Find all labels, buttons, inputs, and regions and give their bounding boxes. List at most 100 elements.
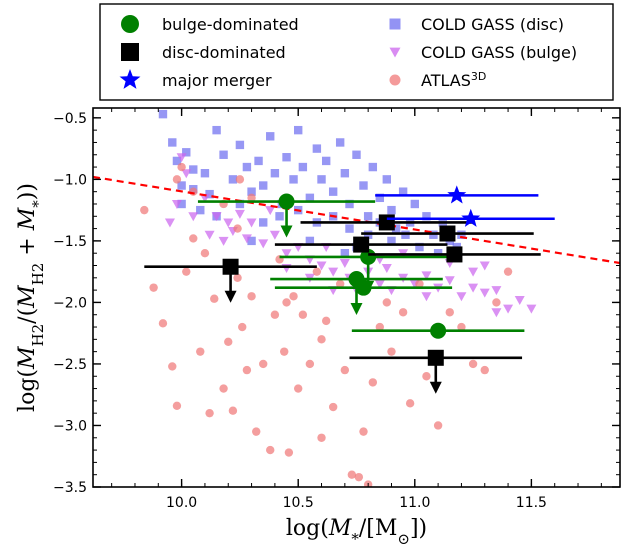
y-tick-label: −3.0 [53, 418, 87, 434]
data-point [298, 162, 308, 172]
legend-label: major merger [162, 71, 272, 90]
data-point [282, 298, 291, 307]
data-point [422, 372, 431, 381]
upper-limit-arrow-head [429, 381, 442, 394]
axes: 10.0 10.5 11.0 11.5 −0.5 −1.0 −1.5 −2.0 −2.5 −3.0… [15, 107, 621, 548]
data-point [164, 218, 175, 228]
data-point [368, 162, 378, 172]
data-point [235, 175, 245, 184]
data-point [188, 212, 199, 222]
legend-marker [389, 18, 401, 30]
series-3 [197, 193, 525, 339]
data-point [158, 109, 168, 119]
data-point [247, 187, 256, 196]
data-point [352, 150, 361, 159]
data-point [196, 205, 205, 215]
data-point [375, 322, 385, 332]
legend-item: disc-dominated [121, 43, 286, 62]
data-point [168, 138, 177, 147]
data-point [199, 193, 210, 203]
series-1 [164, 153, 537, 318]
series-5 [375, 185, 555, 227]
legend-item: bulge-dominated [121, 15, 299, 34]
data-point [289, 292, 298, 301]
data-point [480, 365, 489, 375]
upper-limit-arrow-head [350, 303, 363, 316]
plot-frame [92, 107, 621, 488]
data-point [182, 148, 191, 157]
data-point [204, 230, 215, 240]
plot-marks [93, 109, 620, 487]
data-point [387, 205, 396, 215]
data-point [176, 153, 187, 163]
data-point [233, 224, 242, 233]
data-point [211, 212, 222, 222]
data-point [321, 156, 331, 166]
y-tick-label: −2.0 [53, 295, 87, 311]
upper-limit-arrow-head [224, 290, 237, 303]
data-point [259, 218, 268, 227]
y-tick-label: −0.5 [53, 111, 87, 127]
x-axis-label: log(M*/[M⊙]) [286, 516, 427, 548]
legend-marker [389, 47, 401, 58]
trend-line [93, 175, 620, 265]
data-point [328, 187, 338, 196]
data-point [354, 472, 364, 482]
data-point [241, 234, 252, 244]
data-point [289, 175, 298, 184]
data-point [410, 199, 419, 209]
data-point [415, 242, 424, 252]
data-point [317, 175, 326, 184]
data-point [269, 230, 280, 240]
data-point [238, 322, 247, 332]
legend-marker [121, 15, 139, 33]
legend-item: COLD GASS (disc) [389, 15, 564, 34]
data-point [200, 249, 210, 258]
legend-marker [389, 74, 401, 86]
legend-label: bulge-dominated [162, 15, 299, 34]
data-point [181, 169, 192, 179]
data-point [479, 288, 490, 298]
data-point [158, 319, 168, 328]
data-point [340, 169, 350, 178]
data-point [189, 187, 198, 196]
data-point [228, 406, 238, 415]
data-point [219, 384, 228, 393]
data-point [222, 258, 239, 275]
legend: bulge-dominated disc-dominated major merge… [99, 3, 614, 101]
data-point [398, 308, 408, 317]
data-point [415, 279, 424, 289]
data-point [514, 295, 525, 305]
data-point [445, 308, 454, 317]
data-point [298, 310, 308, 319]
data-point [270, 169, 280, 178]
data-point [492, 298, 501, 307]
data-point [359, 181, 368, 190]
data-point [422, 212, 431, 221]
data-point [218, 236, 229, 246]
data-point [335, 138, 345, 147]
data-point [200, 169, 210, 178]
data-point [247, 193, 256, 203]
data-point [189, 165, 198, 174]
data-point [398, 187, 408, 196]
x-tick-label: 11.5 [516, 495, 547, 511]
data-point [172, 401, 182, 410]
data-point [378, 214, 395, 231]
data-point [140, 205, 149, 215]
data-point [177, 181, 186, 190]
data-point [149, 283, 158, 292]
data-point [503, 304, 514, 314]
x-tick-label: 10.5 [283, 495, 314, 511]
data-point [328, 402, 338, 412]
data-point [246, 218, 257, 228]
data-point [247, 292, 256, 301]
data-point [359, 427, 368, 436]
y-tick-label: −1.0 [53, 172, 87, 188]
data-point [242, 162, 252, 172]
data-point [265, 206, 276, 216]
data-point [275, 212, 284, 221]
x-tick-label: 11.0 [399, 495, 430, 511]
data-point [247, 236, 256, 246]
data-point [172, 156, 182, 166]
